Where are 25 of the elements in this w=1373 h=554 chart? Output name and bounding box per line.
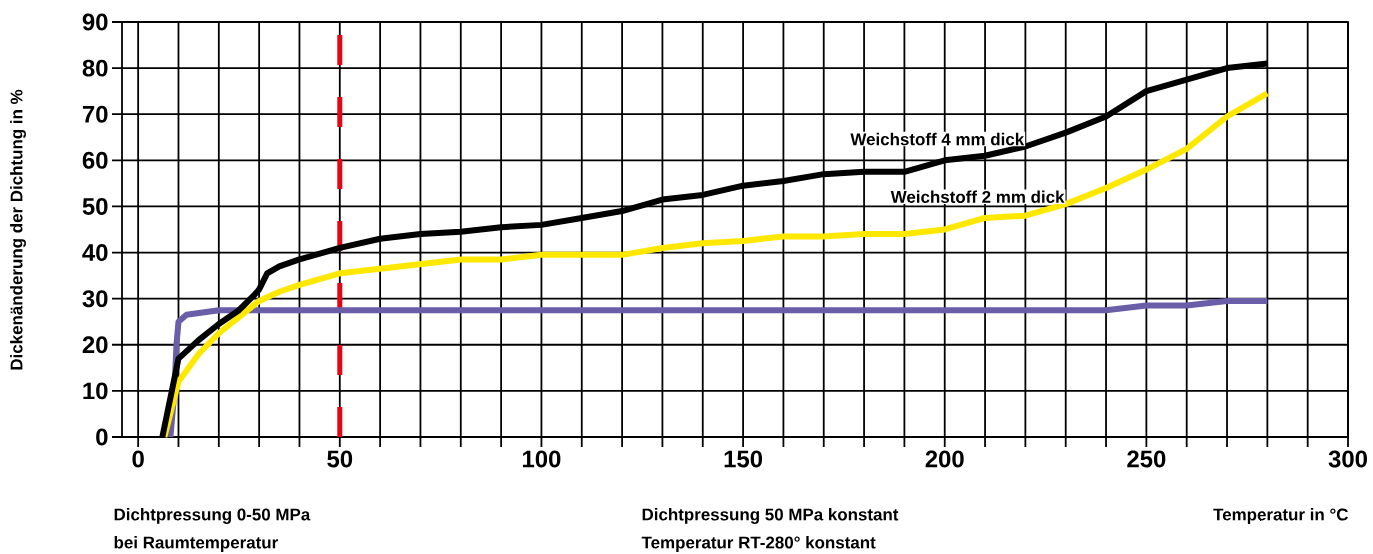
- text: Dichtpressung 0-50 MPa: [114, 508, 311, 524]
- x-tick-label: 100: [522, 450, 561, 468]
- y-axis-title: Dickenänderung der Dichtung in %: [10, 89, 26, 370]
- series-label: Weichstoff 4 mm dick: [850, 132, 1025, 146]
- x-tick-label: 50: [327, 450, 353, 468]
- y-tick-label: 40: [82, 244, 108, 262]
- x-tick-label: 150: [724, 450, 763, 468]
- text: bei Raumtemperatur: [114, 536, 278, 552]
- y-tick-label: 10: [83, 382, 108, 400]
- x-axis-title: Temperatur in °C: [1213, 508, 1349, 524]
- x-tick-label: 300: [1328, 450, 1367, 468]
- y-tick-label: 0: [96, 428, 108, 446]
- y-tick-label: 90: [82, 13, 108, 31]
- x-tick-label: 0: [132, 450, 144, 468]
- text: Temperatur RT-280° konstant: [641, 536, 876, 552]
- x-tick-label: 250: [1127, 450, 1166, 468]
- text: Dichtpressung 50 MPa konstant: [642, 508, 899, 524]
- y-tick-label: 50: [82, 197, 108, 215]
- y-tick-label: 80: [82, 59, 108, 77]
- y-tick-label: 70: [82, 105, 108, 123]
- y-tick-label: 30: [82, 290, 108, 308]
- series-label: Weichstoff 2 mm dick: [890, 190, 1065, 203]
- y-tick-label: 60: [82, 151, 108, 169]
- x-tick-label: 200: [925, 450, 964, 468]
- y-tick-label: 20: [82, 336, 108, 354]
